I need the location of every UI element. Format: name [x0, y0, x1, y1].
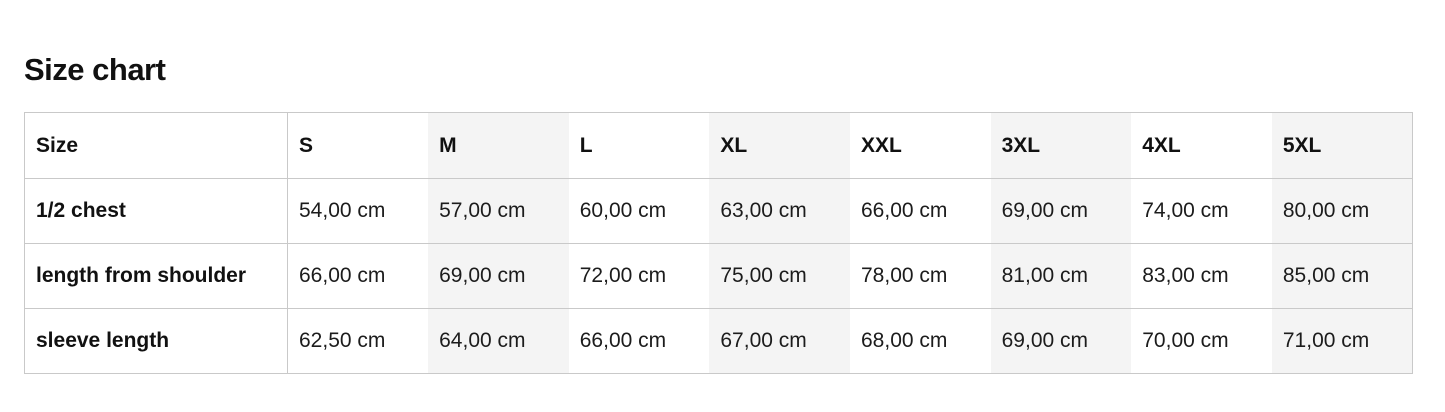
size-value-cell: 68,00 cm [861, 329, 948, 352]
row-label: length from shoulder [24, 243, 288, 309]
size-value-cell: 83,00 cm [1142, 264, 1229, 287]
page-title: Size chart [24, 52, 166, 87]
size-value-cell: 66,00 cm [579, 329, 667, 352]
header-row: Size S M L XL XXL 3XL 4XL 5XL [24, 112, 1413, 179]
size-value-cell: 78,00 cm [861, 264, 948, 287]
size-value-cell: 74,00 cm [1142, 199, 1229, 222]
table-row: 1/2 chest 54,00 cm 57,00 cm 60,00 cm 63,00 c… [24, 178, 1413, 244]
size-value-cell: 72,00 cm [579, 264, 667, 287]
column-header: L [579, 133, 593, 157]
size-value-cell: 75,00 cm [709, 243, 850, 309]
size-value-cell: 70,00 cm [1142, 329, 1229, 352]
column-header: 4XL [1142, 133, 1181, 157]
table-row: length from shoulder 66,00 cm 69,00 cm 72,0… [24, 243, 1413, 309]
size-value-cell: 66,00 cm [299, 264, 386, 287]
size-value-cell: 60,00 cm [579, 199, 667, 222]
size-value-cell: 66,00 cm [861, 199, 948, 222]
column-header: 5XL [1271, 112, 1413, 179]
row-label: sleeve length [24, 308, 288, 374]
column-header: XL [709, 112, 850, 179]
size-value-cell: 69,00 cm [990, 178, 1132, 244]
row-label: 1/2 chest [24, 178, 288, 244]
size-value-cell: 71,00 cm [1271, 308, 1413, 374]
size-value-cell: 63,00 cm [709, 178, 850, 244]
size-value-cell: 54,00 cm [299, 199, 386, 222]
size-value-cell: 81,00 cm [990, 243, 1132, 309]
table-header: Size S M L XL XXL 3XL 4XL 5XL [24, 112, 1413, 179]
column-header: S [299, 133, 314, 157]
size-value-cell: 69,00 cm [990, 308, 1132, 374]
column-header: 3XL [990, 112, 1132, 179]
table-body: 1/2 chest 54,00 cm 57,00 cm 60,00 cm 63,00 c… [24, 178, 1413, 374]
size-value-cell: 80,00 cm [1271, 178, 1413, 244]
column-header: XXL [861, 133, 902, 157]
size-value-cell: 69,00 cm [428, 243, 569, 309]
size-column-header: Size [24, 112, 288, 179]
table-row: sleeve length 62,50 cm 64,00 cm 66,00 cm 67,… [24, 308, 1413, 374]
size-value-cell: 67,00 cm [709, 308, 850, 374]
size-chart-table: Size S M L XL XXL 3XL 4XL 5XL 1/2 chest 54,00 cm 5… [24, 112, 1413, 374]
size-value-cell: 85,00 cm [1271, 243, 1413, 309]
column-header: M [428, 112, 569, 179]
size-value-cell: 62,50 cm [299, 329, 386, 352]
size-value-cell: 64,00 cm [428, 308, 569, 374]
size-value-cell: 57,00 cm [428, 178, 569, 244]
